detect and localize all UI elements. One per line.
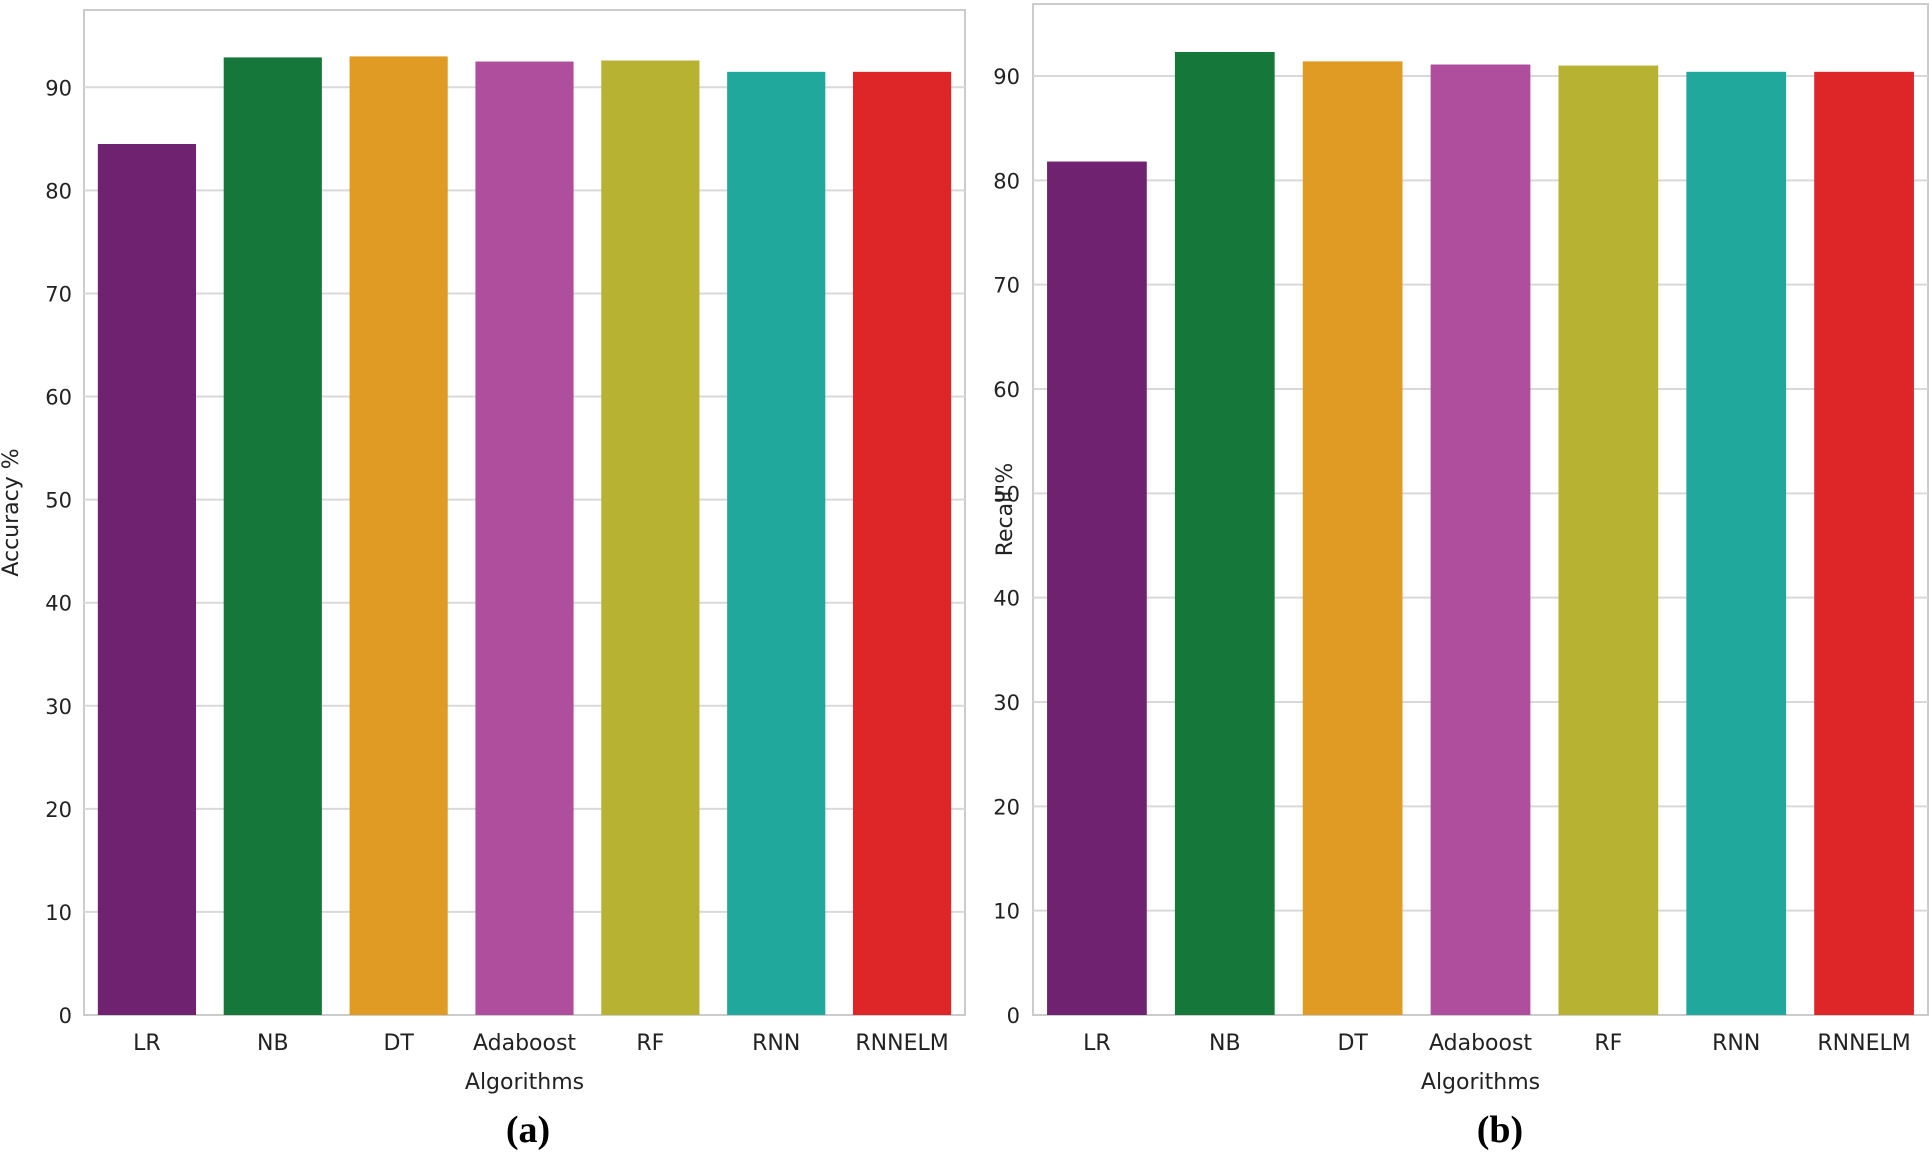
chart-b-y-tick-label: 70: [993, 274, 1020, 298]
chart-a-y-tick-label: 0: [59, 1004, 72, 1028]
chart-b-y-tick-label: 30: [993, 691, 1020, 715]
chart-b-x-tick-label: Adaboost: [1429, 1031, 1532, 1056]
chart-a-bar-nb: [223, 57, 322, 1015]
chart-b-x-tick-label: LR: [1083, 1031, 1111, 1056]
chart-b-bar-lr: [1047, 161, 1147, 1015]
chart-a-bar-rnn: [727, 71, 826, 1016]
chart-b-x-axis-label: Algorithms: [1421, 1070, 1540, 1095]
chart-a-x-tick-label: RNN: [752, 1031, 800, 1056]
chart-a-x-tick-label: LR: [133, 1031, 161, 1056]
chart-b-y-tick-label: 10: [993, 900, 1020, 924]
chart-a-y-tick-label: 50: [45, 489, 72, 513]
chart-a-y-tick-label: 40: [45, 592, 72, 616]
chart-b-x-tick-label: RF: [1594, 1031, 1622, 1056]
chart-b-x-tick-label: RNN: [1712, 1031, 1760, 1056]
chart-b-bar-nb: [1174, 51, 1275, 1015]
chart-b-bar-dt: [1302, 61, 1403, 1015]
chart-b-y-tick-label: 60: [993, 378, 1020, 402]
chart-a-y-tick-label: 90: [45, 76, 72, 100]
chart-b-bar-adaboost: [1430, 64, 1531, 1016]
chart-a-bar-dt: [349, 56, 448, 1015]
chart-a-x-axis-label: Algorithms: [465, 1070, 584, 1095]
chart-b-x-tick-label: DT: [1337, 1031, 1368, 1056]
chart-b-bar-rf: [1558, 65, 1659, 1016]
chart-b-y-tick-label: 80: [993, 169, 1020, 193]
chart-b-y-tick-label: 90: [993, 65, 1020, 89]
chart-a-bar-rnnelm: [852, 71, 952, 1016]
chart-a-bar-adaboost: [475, 61, 574, 1016]
chart-a-y-tick-label: 10: [45, 901, 72, 925]
chart-a-y-tick-label: 20: [45, 798, 72, 822]
panel-label-a: (a): [505, 1109, 551, 1151]
chart-a-x-tick-label: DT: [383, 1031, 414, 1056]
panel-label-b: (b): [1476, 1109, 1524, 1151]
chart-a-x-tick-label: Adaboost: [473, 1031, 576, 1056]
chart-b-y-tick-label: 50: [993, 482, 1020, 506]
chart-b-y-tick-label: 0: [1007, 1004, 1020, 1028]
chart-a-x-tick-label: NB: [257, 1031, 289, 1056]
chart-a-y-tick-label: 70: [45, 282, 72, 306]
chart-a-y-tick-label: 30: [45, 695, 72, 719]
chart-a-y-axis-label: Accuracy %: [0, 448, 24, 576]
chart-a-x-tick-label: RNNELM: [855, 1031, 948, 1056]
chart-a-bar-rf: [601, 60, 700, 1015]
chart-b-x-tick-label: NB: [1209, 1031, 1241, 1056]
chart-b-x-tick-label: RNNELM: [1817, 1031, 1910, 1056]
chart-a-y-tick-label: 60: [45, 386, 72, 410]
chart-b-y-axis-label: Recall %: [993, 463, 1018, 557]
chart-a-bar-lr: [97, 144, 197, 1015]
chart-a-x-tick-label: RF: [636, 1031, 664, 1056]
chart-b-bar-rnn: [1686, 71, 1787, 1016]
chart-b-bar-rnnelm: [1814, 71, 1914, 1016]
chart-a-y-tick-label: 80: [45, 179, 72, 203]
chart-b-y-tick-label: 40: [993, 587, 1020, 611]
chart-b-y-tick-label: 20: [993, 795, 1020, 819]
